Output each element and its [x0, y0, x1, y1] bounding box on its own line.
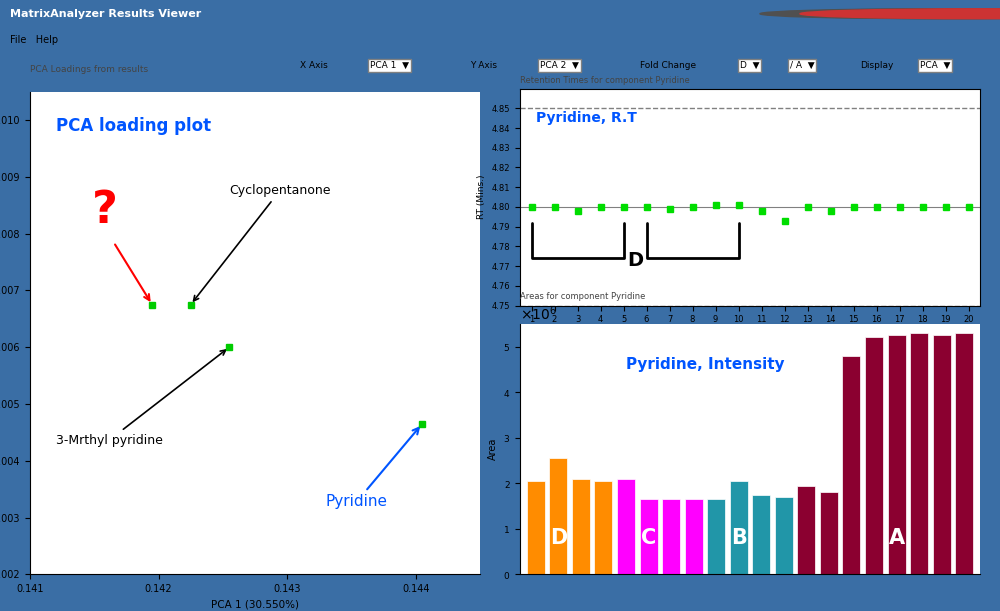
Bar	[820, 492, 838, 574]
Bar	[730, 481, 748, 574]
Text: PCA Loadings from results: PCA Loadings from results	[30, 65, 148, 74]
Text: PCA  ▼: PCA ▼	[920, 61, 950, 70]
Bar	[910, 333, 928, 574]
Text: Display: Display	[860, 61, 893, 70]
Bar	[594, 481, 612, 574]
Y-axis label: Area: Area	[488, 438, 498, 460]
Text: Cyclopentanone: Cyclopentanone	[194, 184, 331, 301]
Circle shape	[780, 9, 1000, 19]
Bar	[842, 356, 860, 574]
Text: Retention Times for component Pyridine: Retention Times for component Pyridine	[520, 76, 690, 85]
Bar	[865, 337, 883, 574]
Text: X Axis: X Axis	[300, 61, 328, 70]
Text: PCA 1  ▼: PCA 1 ▼	[370, 61, 409, 70]
Bar	[662, 499, 680, 574]
Bar	[775, 497, 793, 574]
Bar	[933, 335, 951, 574]
Text: File   Help: File Help	[10, 35, 58, 45]
Text: Pyridine, Intensity: Pyridine, Intensity	[626, 357, 785, 372]
Y-axis label: RT (Mins.): RT (Mins.)	[477, 175, 486, 219]
Bar	[640, 499, 658, 574]
Bar	[617, 478, 635, 574]
X-axis label: Files: Files	[739, 330, 761, 340]
Text: Fold Change: Fold Change	[640, 61, 696, 70]
Text: B: B	[731, 528, 747, 548]
Text: Areas for component Pyridine: Areas for component Pyridine	[520, 291, 645, 301]
Text: PCA loading plot: PCA loading plot	[56, 117, 211, 136]
Text: A: A	[889, 528, 905, 548]
Bar	[752, 495, 770, 574]
Text: PCA 2  ▼: PCA 2 ▼	[540, 61, 579, 70]
Bar	[527, 481, 545, 574]
Bar	[685, 499, 703, 574]
Text: MatrixAnalyzer Results Viewer: MatrixAnalyzer Results Viewer	[10, 9, 201, 19]
Text: Pyridine: Pyridine	[326, 428, 419, 509]
X-axis label: PCA 1 (30.550%): PCA 1 (30.550%)	[211, 599, 299, 610]
Text: 3-Mrthyl pyridine: 3-Mrthyl pyridine	[56, 350, 226, 447]
Bar	[549, 458, 567, 574]
Text: Pyridine, R.T: Pyridine, R.T	[536, 111, 637, 125]
Bar	[797, 486, 815, 574]
Circle shape	[760, 9, 1000, 19]
Text: Y Axis: Y Axis	[470, 61, 497, 70]
Text: / A  ▼: / A ▼	[790, 61, 815, 70]
Text: ?: ?	[92, 189, 118, 232]
Bar	[707, 499, 725, 574]
Bar	[955, 333, 973, 574]
Bar	[572, 478, 590, 574]
Text: D: D	[550, 528, 567, 548]
Bar	[888, 335, 906, 574]
Text: D  ▼: D ▼	[740, 61, 760, 70]
Text: C: C	[641, 528, 656, 548]
Text: D: D	[627, 251, 643, 270]
Circle shape	[800, 9, 1000, 19]
